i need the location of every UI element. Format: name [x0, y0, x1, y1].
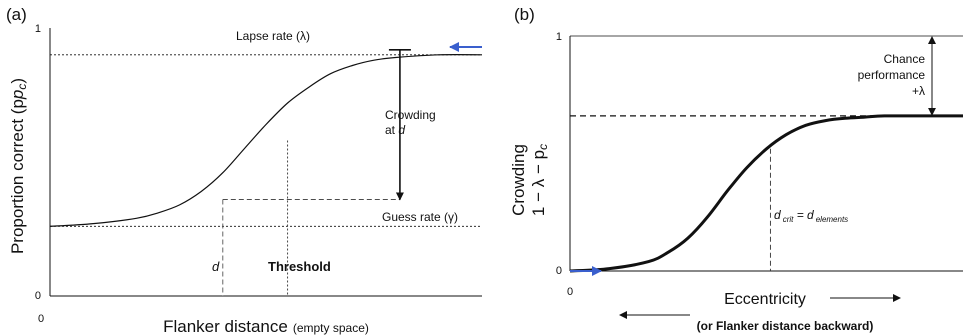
- panel-a-x-label-small: (empty space): [293, 321, 369, 335]
- panel-a-y-tick-0: 0: [35, 290, 41, 302]
- panel-b-x-axis-label: Eccentricity: [724, 291, 806, 308]
- panel-b-crowding-curve: [569, 114, 963, 273]
- panel-a-x-label-main: Flanker distance: [163, 317, 288, 336]
- panel-b-label: (b): [514, 5, 535, 24]
- panel-a-guess-label: Guess rate (γ): [382, 210, 458, 224]
- panel-a-y-axis-label: Proportion correct (ppc): [8, 78, 29, 254]
- panel-b-x-axis-label2: (or Flanker distance backward): [697, 319, 874, 333]
- panel-b-chance-line3: +λ: [912, 84, 925, 98]
- panel-a-y-tick-1: 1: [35, 23, 41, 35]
- panel-a-y-label-sub: c: [15, 84, 29, 90]
- panel-a-lapse-label: Lapse rate (λ): [236, 29, 310, 43]
- panel-a-psychometric-curve: [49, 54, 483, 227]
- panel-a-d-label: d: [212, 259, 220, 274]
- panel-a-label: (a): [6, 5, 27, 24]
- panel-b-y-label-line1: Crowding: [509, 144, 528, 216]
- panel-a: (a) Proportion correct (ppc) 1 0 0 Flank…: [6, 5, 483, 336]
- panel-a-x-axis-label: Flanker distance (empty space): [163, 317, 369, 336]
- panel-b-x-origin-label: 0: [567, 286, 573, 298]
- panel-a-crowding-line2: at d: [385, 123, 405, 137]
- panel-b-y-tick-0: 0: [556, 265, 562, 277]
- panel-a-threshold-label: Threshold: [268, 259, 331, 274]
- panel-a-y-label-close: ): [8, 78, 27, 84]
- panel-b-y-label-line2: 1 − λ − pc: [529, 144, 550, 216]
- panel-a-y-label-p: p: [8, 90, 27, 100]
- panel-a-x-origin-label: 0: [38, 313, 44, 325]
- panel-a-crowding-line1: Crowding: [385, 108, 436, 122]
- panel-a-y-label-main: Proportion correct (p: [8, 99, 27, 254]
- panel-b-y-tick-1: 1: [556, 31, 562, 43]
- panel-b-dcrit-label: d crit = d elements: [774, 208, 848, 224]
- panel-b: (b) Crowding 1 − λ − pc 1 0 0 Chance per…: [509, 5, 963, 333]
- panel-b-chance-line1: Chance: [884, 52, 926, 66]
- panel-b-chance-line2: performance: [858, 68, 926, 82]
